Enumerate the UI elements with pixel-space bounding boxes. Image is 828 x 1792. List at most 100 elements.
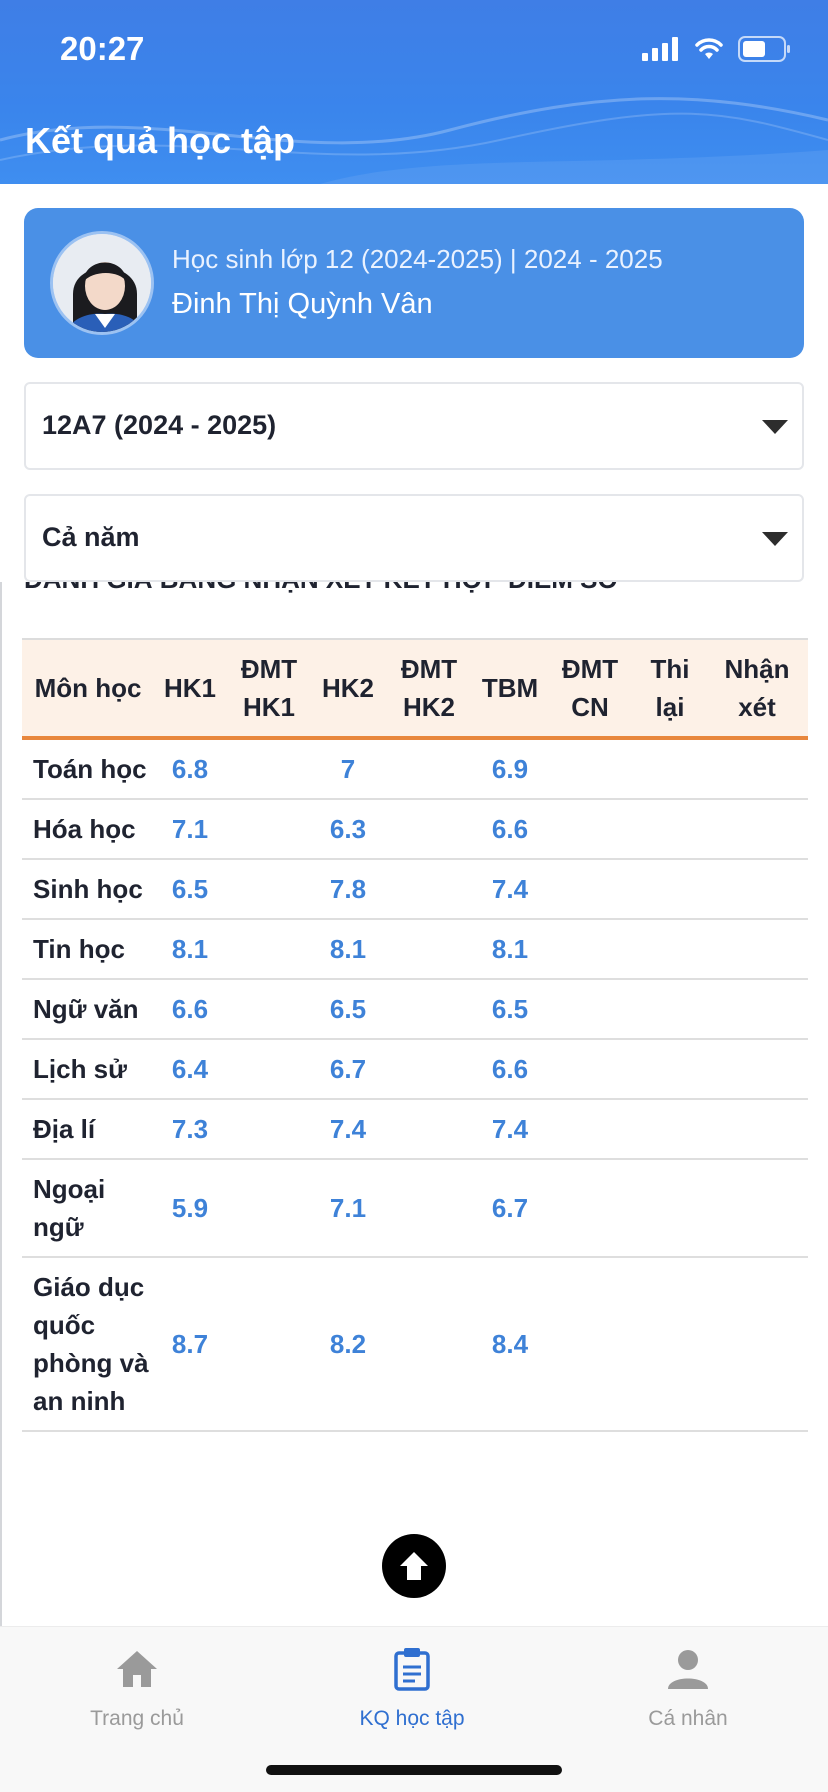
comment: [706, 1099, 808, 1160]
score-hk1: 6.6: [154, 979, 226, 1040]
score-dmt-hk2: [384, 738, 474, 800]
table-row: Giáo dục quốc phòng và an ninh 8.7 8.2 8…: [22, 1257, 808, 1432]
score-dmt-hk2: [384, 859, 474, 920]
results-scroll-area[interactable]: ĐÁNH GIÁ BẰNG NHẬN XÉT KẾT HỢP ĐIỂM SỐ M…: [0, 582, 828, 1626]
score-hk1: 6.8: [154, 738, 226, 800]
arrow-up-icon: [400, 1552, 428, 1580]
subject-name: Địa lí: [22, 1099, 154, 1160]
score-dmt-hk1: [226, 919, 312, 980]
score-tbm: 8.4: [474, 1257, 546, 1432]
subject-name: Tin học: [22, 919, 154, 980]
header-nhan-xet: Nhận xét: [724, 654, 790, 722]
score-tbm: 6.7: [474, 1159, 546, 1258]
score-dmt-hk1: [226, 799, 312, 860]
nav-item-home[interactable]: Trang chủ: [47, 1645, 227, 1731]
table-row: Lịch sử 6.4 6.7 6.6: [22, 1039, 808, 1100]
class-select-value: 12A7 (2024 - 2025): [42, 410, 277, 440]
score-dmt-hk1: [226, 1257, 312, 1432]
score-tbm: 6.6: [474, 799, 546, 860]
nav-item-results[interactable]: KQ học tập: [322, 1645, 502, 1731]
bottom-navigation: Trang chủ KQ học tập Cá nhân: [0, 1626, 828, 1792]
score-dmt-hk2: [384, 979, 474, 1040]
score-dmt-hk2: [384, 1257, 474, 1432]
grades-table: Môn học HK1 ĐMT HK1 HK2 ĐMT HK2 TBM ĐMT …: [22, 638, 808, 1432]
score-hk1: 7.1: [154, 799, 226, 860]
class-select[interactable]: 12A7 (2024 - 2025): [24, 382, 804, 470]
subject-name: Ngoại ngữ: [22, 1159, 154, 1258]
student-class-info: Học sinh lớp 12 (2024-2025) | 2024 - 202…: [172, 244, 663, 274]
header-dmt-hk2: ĐMT HK2: [400, 654, 458, 722]
chevron-down-icon: [762, 420, 788, 434]
subject-name: Sinh học: [22, 859, 154, 920]
score-thi-lai: [634, 799, 706, 860]
subject-name: Hóa học: [22, 799, 154, 860]
score-tbm: 6.6: [474, 1039, 546, 1100]
app-header: 20:27 Kết quả học tập: [0, 0, 828, 184]
table-row: Ngoại ngữ 5.9 7.1 6.7: [22, 1159, 808, 1258]
score-tbm: 7.4: [474, 1099, 546, 1160]
score-hk1: 8.1: [154, 919, 226, 980]
header-subject: Môn học: [34, 673, 142, 703]
term-select[interactable]: Cả năm: [24, 494, 804, 582]
home-indicator: [266, 1765, 562, 1775]
score-thi-lai: [634, 979, 706, 1040]
score-hk2: 6.5: [312, 979, 384, 1040]
subject-name: Toán học: [22, 738, 154, 800]
score-dmt-hk1: [226, 1159, 312, 1258]
table-row: Sinh học 6.5 7.8 7.4: [22, 859, 808, 920]
score-thi-lai: [634, 919, 706, 980]
score-hk2: 7.1: [312, 1159, 384, 1258]
section-title: ĐÁNH GIÁ BẰNG NHẬN XÉT KẾT HỢP ĐIỂM SỐ: [24, 582, 618, 595]
score-dmt-hk1: [226, 1099, 312, 1160]
comment: [706, 919, 808, 980]
status-time: 20:27: [60, 30, 145, 67]
score-tbm: 6.9: [474, 738, 546, 800]
score-dmt-cn: [546, 1159, 634, 1258]
score-dmt-hk1: [226, 738, 312, 800]
comment: [706, 859, 808, 920]
score-dmt-hk2: [384, 919, 474, 980]
table-header-row: Môn học HK1 ĐMT HK1 HK2 ĐMT HK2 TBM ĐMT …: [22, 639, 808, 738]
score-dmt-hk1: [226, 1039, 312, 1100]
home-icon: [117, 1651, 157, 1687]
score-thi-lai: [634, 1099, 706, 1160]
student-profile-card: Học sinh lớp 12 (2024-2025) | 2024 - 202…: [24, 208, 804, 358]
comment: [706, 1039, 808, 1100]
score-thi-lai: [634, 859, 706, 920]
avatar: [50, 231, 154, 335]
student-photo: [53, 234, 151, 332]
header-dmt-cn: ĐMT CN: [561, 654, 619, 722]
table-row: Tin học 8.1 8.1 8.1: [22, 919, 808, 980]
battery-icon: [738, 36, 790, 62]
score-tbm: 6.5: [474, 979, 546, 1040]
header-hk1: HK1: [163, 673, 216, 703]
score-hk2: 7.8: [312, 859, 384, 920]
score-hk2: 8.1: [312, 919, 384, 980]
score-tbm: 8.1: [474, 919, 546, 980]
score-dmt-hk1: [226, 859, 312, 920]
subject-name: Ngữ văn: [22, 979, 154, 1040]
comment: [706, 979, 808, 1040]
score-hk1: 8.7: [154, 1257, 226, 1432]
score-thi-lai: [634, 738, 706, 800]
table-row: Toán học 6.8 7 6.9: [22, 738, 808, 800]
score-hk1: 6.4: [154, 1039, 226, 1100]
score-dmt-hk1: [226, 979, 312, 1040]
score-dmt-hk2: [384, 799, 474, 860]
nav-item-label: Cá nhân: [648, 1707, 728, 1730]
scroll-to-top-button[interactable]: [382, 1534, 446, 1598]
status-icons: [642, 36, 792, 62]
signal-icon: [642, 37, 678, 61]
score-dmt-cn: [546, 1039, 634, 1100]
score-thi-lai: [634, 1159, 706, 1258]
header-dmt-hk1: ĐMT HK1: [240, 654, 298, 722]
score-hk2: 7.4: [312, 1099, 384, 1160]
score-dmt-cn: [546, 1257, 634, 1432]
score-dmt-hk2: [384, 1159, 474, 1258]
student-name: Đinh Thị Quỳnh Vân: [172, 288, 433, 320]
clipboard-icon: [394, 1648, 430, 1691]
nav-item-profile[interactable]: Cá nhân: [598, 1645, 778, 1731]
nav-item-label: KQ học tập: [359, 1707, 465, 1730]
subject-name: Lịch sử: [22, 1039, 154, 1100]
term-select-value: Cả năm: [42, 522, 140, 552]
